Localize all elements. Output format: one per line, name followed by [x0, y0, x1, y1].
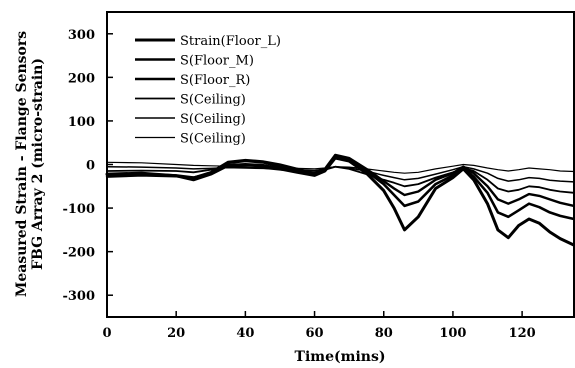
legend-label: S(Floor_R) [180, 73, 250, 88]
x-tick-label: 80 [375, 326, 393, 341]
x-tick-label: 120 [509, 326, 536, 341]
y-tick-label: 300 [68, 28, 95, 43]
x-tick-label: 20 [167, 326, 185, 341]
legend-label: S(Ceiling) [180, 112, 246, 127]
x-tick-label: 0 [102, 326, 111, 341]
y-tick-label: 100 [68, 115, 95, 130]
y-tick-label: -100 [62, 202, 95, 217]
series-line-5 [106, 165, 575, 183]
series-lines [105, 153, 575, 247]
legend: Strain(Floor_L) S(Floor_M) S(Floor_R) S(Cei… [135, 34, 281, 147]
legend-label: S(Floor_M) [180, 54, 254, 69]
y-tick-label: 200 [68, 71, 95, 86]
series-line-3 [105, 153, 575, 208]
x-axis-ticks: 0 20 40 60 80 100 120 [102, 311, 536, 341]
x-tick-label: 60 [306, 326, 324, 341]
y-axis-title-line1: Measured Strain - Flange Sensors [14, 31, 30, 297]
y-tick-label: -200 [62, 246, 95, 261]
y-tick-label: 0 [86, 159, 95, 174]
x-axis-title: Time(mins) [295, 349, 386, 365]
series-line-1 [105, 156, 575, 247]
series-line-6 [106, 161, 575, 174]
legend-label: S(Ceiling) [180, 93, 246, 108]
plot-area: 300 200 100 0 -100 -200 -300 0 20 40 60 80 100 120 S… [62, 11, 575, 341]
y-axis-title-line2: FBG Array 2 (micro-strain) [30, 58, 46, 270]
x-tick-label: 100 [439, 326, 466, 341]
legend-label: Strain(Floor_L) [180, 34, 281, 49]
y-axis-title: Measured Strain - Flange Sensors FBG Arr… [14, 31, 46, 297]
series-line-2 [105, 154, 575, 221]
y-tick-label: -300 [62, 289, 95, 304]
x-tick-label: 40 [236, 326, 254, 341]
legend-label: S(Ceiling) [180, 132, 246, 147]
y-axis-ticks: 300 200 100 0 -100 -200 -300 [62, 28, 113, 304]
